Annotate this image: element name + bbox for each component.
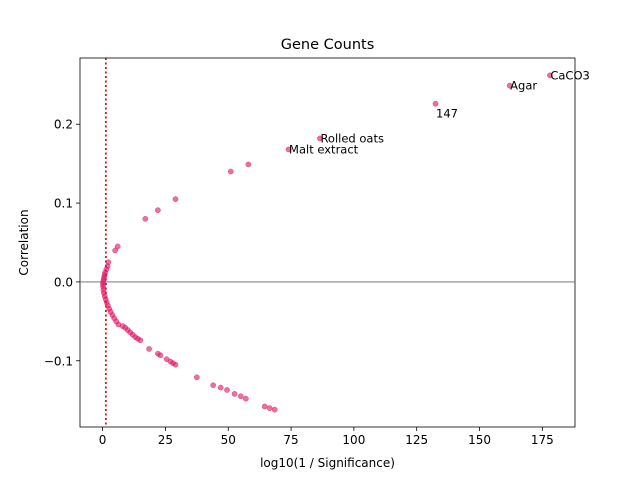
- data-point: [237, 393, 244, 400]
- data-point: [172, 196, 179, 202]
- chart-title: Gene Counts: [281, 37, 375, 53]
- x-tick-label: 50: [221, 433, 236, 447]
- reference-lines: [80, 58, 575, 427]
- annotation-label: Agar: [510, 79, 537, 93]
- data-point: [142, 215, 149, 222]
- x-tick-label: 100: [342, 433, 365, 447]
- data-point: [210, 382, 217, 389]
- data-point: [172, 361, 179, 368]
- data-point: [155, 207, 161, 214]
- annotation-label: 147: [436, 107, 458, 121]
- x-axis-ticks: 0 25 50 75 100 125 150 175: [99, 427, 554, 447]
- data-points: [100, 72, 553, 413]
- annotation-label: CaCO3: [550, 68, 589, 82]
- data-point: [266, 405, 273, 411]
- annotation-label: Rolled oats: [320, 131, 384, 145]
- x-axis-label: log10(1 / Significance): [260, 456, 395, 470]
- data-point: [157, 352, 164, 359]
- data-point: [547, 72, 553, 79]
- data-point: [146, 346, 152, 352]
- x-tick-label: 25: [158, 433, 173, 447]
- data-point: [271, 406, 278, 413]
- data-point: [261, 403, 268, 410]
- y-axis-label: Correlation: [17, 209, 31, 275]
- x-tick-label: 150: [468, 433, 491, 447]
- data-point: [224, 387, 230, 393]
- axes-frame: [79, 57, 576, 428]
- y-tick-label: −0.1: [44, 354, 73, 368]
- data-point: [112, 247, 119, 254]
- data-point: [137, 337, 144, 344]
- data-point: [432, 100, 439, 107]
- y-tick-label: 0.0: [54, 275, 73, 289]
- data-point: [317, 135, 323, 142]
- data-point: [506, 82, 513, 89]
- data-point: [285, 146, 292, 153]
- y-axis-ticks: −0.1 0.0 0.1 0.2: [44, 118, 80, 368]
- x-tick-label: 75: [283, 433, 298, 447]
- x-tick-label: 175: [531, 433, 554, 447]
- data-point: [227, 168, 234, 175]
- y-tick-label: 0.1: [54, 197, 73, 211]
- data-point: [242, 395, 249, 402]
- y-tick-label: 0.2: [54, 118, 73, 132]
- x-tick-label: 0: [99, 433, 107, 447]
- data-point: [245, 161, 252, 168]
- data-point: [231, 391, 238, 397]
- data-point: [193, 374, 200, 381]
- x-tick-label: 125: [405, 433, 428, 447]
- annotation-label: Malt extract: [289, 142, 359, 156]
- data-point: [217, 384, 224, 391]
